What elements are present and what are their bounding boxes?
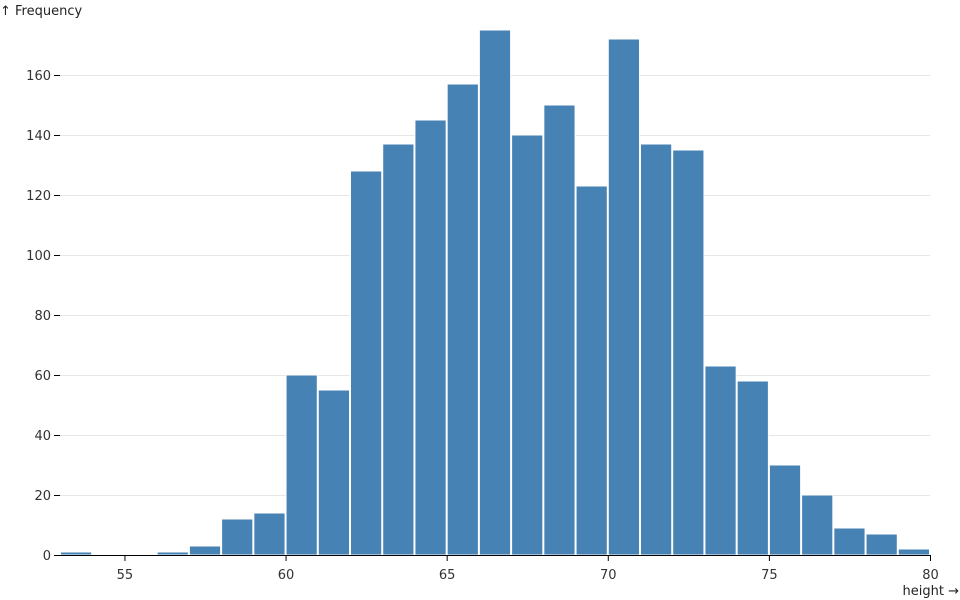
y-tick-label: 160 [26,69,51,84]
histogram-bar [511,134,544,556]
histogram-bar [60,551,93,556]
histogram-bar [221,518,254,556]
histogram-bar [672,149,705,556]
histogram-bar [768,464,802,556]
histogram-bar [640,143,673,556]
x-tick-label: 70 [600,568,617,583]
histogram-bar [350,170,383,556]
histogram-bar [607,38,640,556]
histogram-bar [317,389,350,556]
histogram-bar [478,29,512,556]
x-tick-label: 75 [761,568,778,583]
y-tick-label: 80 [34,309,51,324]
y-tick-label: 120 [26,189,51,204]
y-tick-label: 60 [34,369,51,384]
histogram-bar [704,365,737,556]
histogram-bar [446,83,479,556]
histogram-bar [414,119,447,556]
histogram-bar [188,545,222,556]
histogram-bars [60,29,930,556]
x-tick-label: 80 [922,568,939,583]
y-axis: 0 20 40 60 80 100 120 140 160 [26,69,60,564]
y-tick-label: 40 [34,429,51,444]
histogram-bar [833,527,866,556]
histogram-bar [865,533,898,556]
histogram-bar [156,551,189,556]
x-tick-label: 65 [439,568,456,583]
x-tick-label: 55 [117,568,134,583]
histogram-bar [897,548,930,556]
histogram-bar [575,185,608,556]
histogram-bar [736,380,769,556]
histogram-bar [285,374,318,556]
histogram-bar [801,494,834,556]
y-tick-label: 100 [26,249,51,264]
histogram-bar [543,104,576,556]
y-tick-label: 0 [43,549,51,564]
y-tick-label: 140 [26,129,51,144]
histogram-bar [253,512,286,556]
x-axis-title: height → [903,584,960,599]
x-axis: 55 60 65 70 75 80 [60,555,939,583]
histogram-bar [382,143,415,556]
y-axis-title: ↑ Frequency [0,4,82,19]
y-tick-label: 20 [34,489,51,504]
x-tick-label: 60 [278,568,295,583]
